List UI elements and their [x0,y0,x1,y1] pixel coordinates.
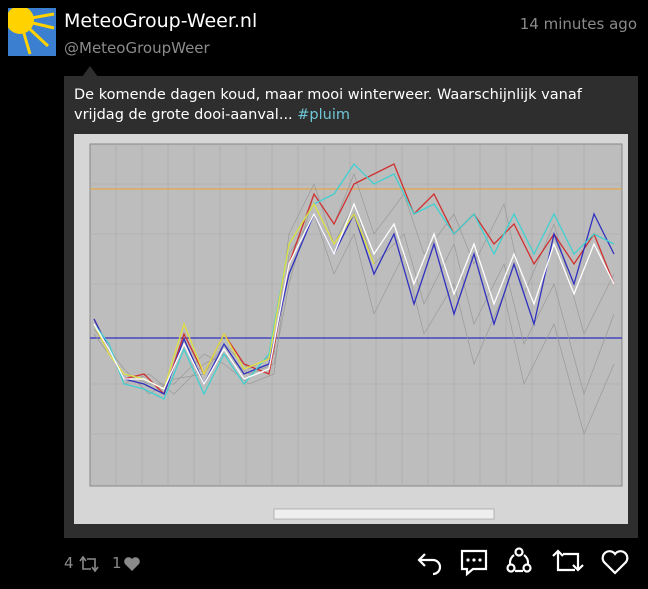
timestamp[interactable]: 14 minutes ago [519,15,637,33]
retweet-icon-small[interactable] [78,555,100,573]
message-button[interactable] [460,549,488,577]
account-handle[interactable]: @MeteoGroupWeer [64,39,210,57]
avatar[interactable] [8,8,56,56]
reply-button[interactable] [417,553,442,576]
card-notch [82,66,98,77]
like-button[interactable] [601,550,629,575]
like-count: 1 [112,554,122,572]
hashtag[interactable]: #pluim [297,107,351,123]
action-bar [417,547,629,577]
retweet-count: 4 [64,554,74,572]
like-icon-small[interactable] [123,556,141,572]
account-name[interactable]: MeteoGroup-Weer.nl [64,10,258,32]
chart-image[interactable] [74,134,628,524]
tweet-text: De komende dagen koud, maar mooi winterw… [74,85,630,125]
retweet-button[interactable] [552,549,584,572]
tweet-body: De komende dagen koud, maar mooi winterw… [74,87,582,123]
share-button[interactable] [506,547,532,573]
